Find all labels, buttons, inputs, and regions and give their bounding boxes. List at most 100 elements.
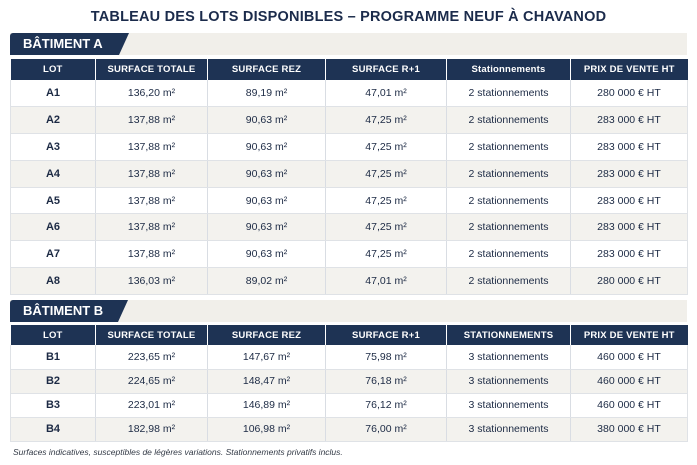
table-row: B2 224,65 m² 148,47 m² 76,18 m² 3 stationnem… [10, 369, 688, 394]
table-row: A5 137,88 m² 90,63 m² 47,25 m² 2 stationneme… [10, 187, 688, 215]
column-header-surface-totale: SURFACE TOTALE [95, 59, 208, 80]
surface-r1-cell: 76,00 m² [325, 417, 447, 442]
surface-r1-cell: 47,25 m² [325, 106, 447, 135]
surface-rez-cell: 147,67 m² [207, 345, 326, 370]
table-row: A2 137,88 m² 90,63 m² 47,25 m² 2 stationneme… [10, 106, 688, 135]
column-header-surface-rez: SURFACE REZ [207, 59, 326, 80]
surface-rez-cell: 89,02 m² [207, 267, 326, 295]
surface-rez-cell: 148,47 m² [207, 369, 326, 394]
prix-cell: 283 000 € HT [570, 187, 688, 215]
stationnements-cell: 2 stationnements [446, 160, 571, 188]
prix-cell: 460 000 € HT [570, 369, 688, 394]
surface-r1-cell: 47,25 m² [325, 213, 447, 242]
surface-totale-cell: 137,88 m² [95, 240, 208, 269]
table-row: A1 136,20 m² 89,19 m² 47,01 m² 2 stationneme… [10, 80, 688, 108]
surface-totale-cell: 137,88 m² [95, 213, 208, 242]
prix-cell: 460 000 € HT [570, 345, 688, 370]
stationnements-cell: 2 stationnements [446, 133, 571, 161]
surface-totale-cell: 136,20 m² [95, 80, 208, 108]
surface-totale-cell: 137,88 m² [95, 160, 208, 188]
section-band-a [10, 33, 687, 55]
surface-r1-cell: 76,12 m² [325, 393, 447, 418]
surface-totale-cell: 224,65 m² [95, 369, 208, 394]
surface-totale-cell: 223,01 m² [95, 393, 208, 418]
surface-r1-cell: 75,98 m² [325, 345, 447, 370]
surface-rez-cell: 106,98 m² [207, 417, 326, 442]
lot-cell: A4 [10, 160, 96, 188]
table-row: B4 182,98 m² 106,98 m² 76,00 m² 3 stationnem… [10, 417, 688, 442]
prix-cell: 283 000 € HT [570, 106, 688, 135]
prix-cell: 283 000 € HT [570, 133, 688, 161]
surface-rez-cell: 90,63 m² [207, 133, 326, 161]
table-header-row: LOT SURFACE TOTALE SURFACE REZ SURFACE R… [10, 59, 688, 80]
surface-rez-cell: 90,63 m² [207, 240, 326, 269]
surface-totale-cell: 137,88 m² [95, 133, 208, 161]
surface-totale-cell: 137,88 m² [95, 187, 208, 215]
surface-r1-cell: 76,18 m² [325, 369, 447, 394]
prix-cell: 280 000 € HT [570, 267, 688, 295]
lot-cell: B4 [10, 417, 96, 442]
lot-cell: B2 [10, 369, 96, 394]
lot-cell: A7 [10, 240, 96, 269]
column-header-surface-r1: SURFACE R+1 [325, 325, 447, 345]
surface-rez-cell: 146,89 m² [207, 393, 326, 418]
prix-cell: 283 000 € HT [570, 213, 688, 242]
surface-r1-cell: 47,25 m² [325, 133, 447, 161]
surface-r1-cell: 47,25 m² [325, 240, 447, 269]
column-header-surface-r1: SURFACE R+1 [325, 59, 447, 80]
lot-cell: A2 [10, 106, 96, 135]
surface-r1-cell: 47,01 m² [325, 80, 447, 108]
stationnements-cell: 2 stationnements [446, 213, 571, 242]
table-row: A6 137,88 m² 90,63 m² 47,25 m² 2 stationneme… [10, 213, 688, 242]
lot-cell: B1 [10, 345, 96, 370]
column-header-surface-rez: SURFACE REZ [207, 325, 326, 345]
footnote: Surfaces indicatives, susceptibles de lé… [13, 447, 343, 457]
prix-cell: 283 000 € HT [570, 240, 688, 269]
stationnements-cell: 2 stationnements [446, 106, 571, 135]
table-row: B3 223,01 m² 146,89 m² 76,12 m² 3 stationnem… [10, 393, 688, 418]
surface-rez-cell: 90,63 m² [207, 213, 326, 242]
prix-cell: 283 000 € HT [570, 160, 688, 188]
section-title-batiment-b: BÂTIMENT B [10, 300, 128, 322]
lot-cell: A6 [10, 213, 96, 242]
column-header-lot: LOT [10, 59, 96, 80]
column-header-prix: PRIX DE VENTE HT [570, 59, 688, 80]
prix-cell: 460 000 € HT [570, 393, 688, 418]
lot-cell: A1 [10, 80, 96, 108]
stationnements-cell: 2 stationnements [446, 187, 571, 215]
table-row: B1 223,65 m² 147,67 m² 75,98 m² 3 stationnem… [10, 345, 688, 370]
stationnements-cell: 2 stationnements [446, 240, 571, 269]
column-header-lot: LOT [10, 325, 96, 345]
prix-cell: 280 000 € HT [570, 80, 688, 108]
lot-cell: A5 [10, 187, 96, 215]
page-title: TABLEAU DES LOTS DISPONIBLES – PROGRAMME… [90, 9, 607, 25]
table-body-batiment-a: A1 136,20 m² 89,19 m² 47,01 m² 2 stationneme… [10, 80, 688, 295]
table-header-row: LOT SURFACE TOTALE SURFACE REZ SURFACE R… [10, 325, 688, 345]
lot-cell: A8 [10, 267, 96, 295]
lots-table-batiment-a: LOT SURFACE TOTALE SURFACE REZ SURFACE R… [10, 59, 688, 295]
stationnements-cell: 3 stationnements [446, 417, 571, 442]
section-band-b [10, 300, 687, 322]
lot-cell: B3 [10, 393, 96, 418]
column-header-surface-totale: SURFACE TOTALE [95, 325, 208, 345]
surface-rez-cell: 90,63 m² [207, 106, 326, 135]
surface-r1-cell: 47,25 m² [325, 187, 447, 215]
stationnements-cell: 3 stationnements [446, 393, 571, 418]
surface-rez-cell: 89,19 m² [207, 80, 326, 108]
surface-r1-cell: 47,01 m² [325, 267, 447, 295]
column-header-prix: PRIX DE VENTE HT [570, 325, 688, 345]
lot-cell: A3 [10, 133, 96, 161]
table-row: A4 137,88 m² 90,63 m² 47,25 m² 2 stationneme… [10, 160, 688, 188]
table-row: A7 137,88 m² 90,63 m² 47,25 m² 2 stationneme… [10, 240, 688, 269]
prix-cell: 380 000 € HT [570, 417, 688, 442]
surface-totale-cell: 182,98 m² [95, 417, 208, 442]
surface-totale-cell: 223,65 m² [95, 345, 208, 370]
stationnements-cell: 2 stationnements [446, 267, 571, 295]
surface-r1-cell: 47,25 m² [325, 160, 447, 188]
column-header-stationnements: STATIONNEMENTS [446, 325, 571, 345]
surface-totale-cell: 136,03 m² [95, 267, 208, 295]
table-body-batiment-b: B1 223,65 m² 147,67 m² 75,98 m² 3 stationnem… [10, 345, 688, 442]
column-header-stationnements: Stationnements [446, 59, 571, 80]
stationnements-cell: 2 stationnements [446, 80, 571, 108]
section-title-batiment-a: BÂTIMENT A [10, 33, 129, 55]
